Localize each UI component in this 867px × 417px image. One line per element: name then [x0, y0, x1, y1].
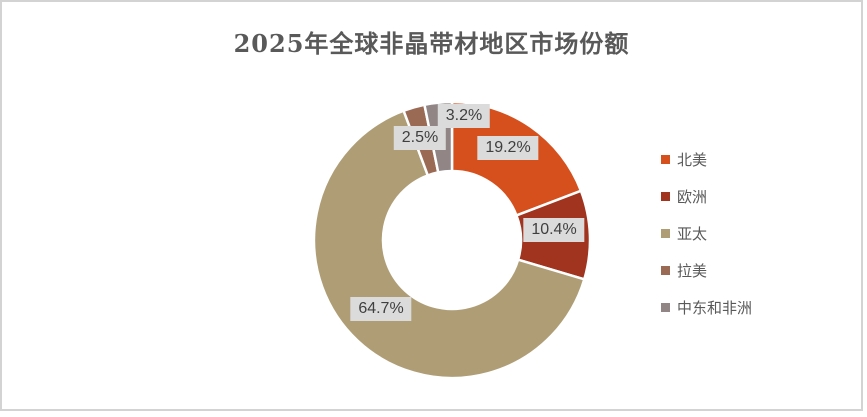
- legend-item-asia-pacific: 亚太: [661, 223, 752, 243]
- legend-label: 中东和非洲: [677, 298, 753, 317]
- legend-item-latin-america: 拉美: [661, 260, 752, 280]
- legend-swatch-icon: [661, 265, 670, 275]
- legend-swatch-icon: [661, 228, 670, 238]
- chart-title: 2025年全球非晶带材地区市场份额: [233, 29, 630, 58]
- legend-swatch-icon: [661, 191, 670, 201]
- legend-item-europe: 欧洲: [661, 186, 752, 206]
- legend-label: 欧洲: [677, 187, 708, 206]
- legend-item-middle-east-africa: 中东和非洲: [661, 297, 752, 317]
- legend-label: 北美: [677, 150, 708, 169]
- chart-legend: 北美欧洲亚太拉美中东和非洲: [661, 149, 752, 317]
- legend-swatch-icon: [661, 154, 670, 164]
- legend-label: 亚太: [677, 224, 708, 243]
- legend-label: 拉美: [677, 261, 708, 280]
- legend-item-north-america: 北美: [661, 149, 752, 169]
- legend-swatch-icon: [661, 302, 670, 312]
